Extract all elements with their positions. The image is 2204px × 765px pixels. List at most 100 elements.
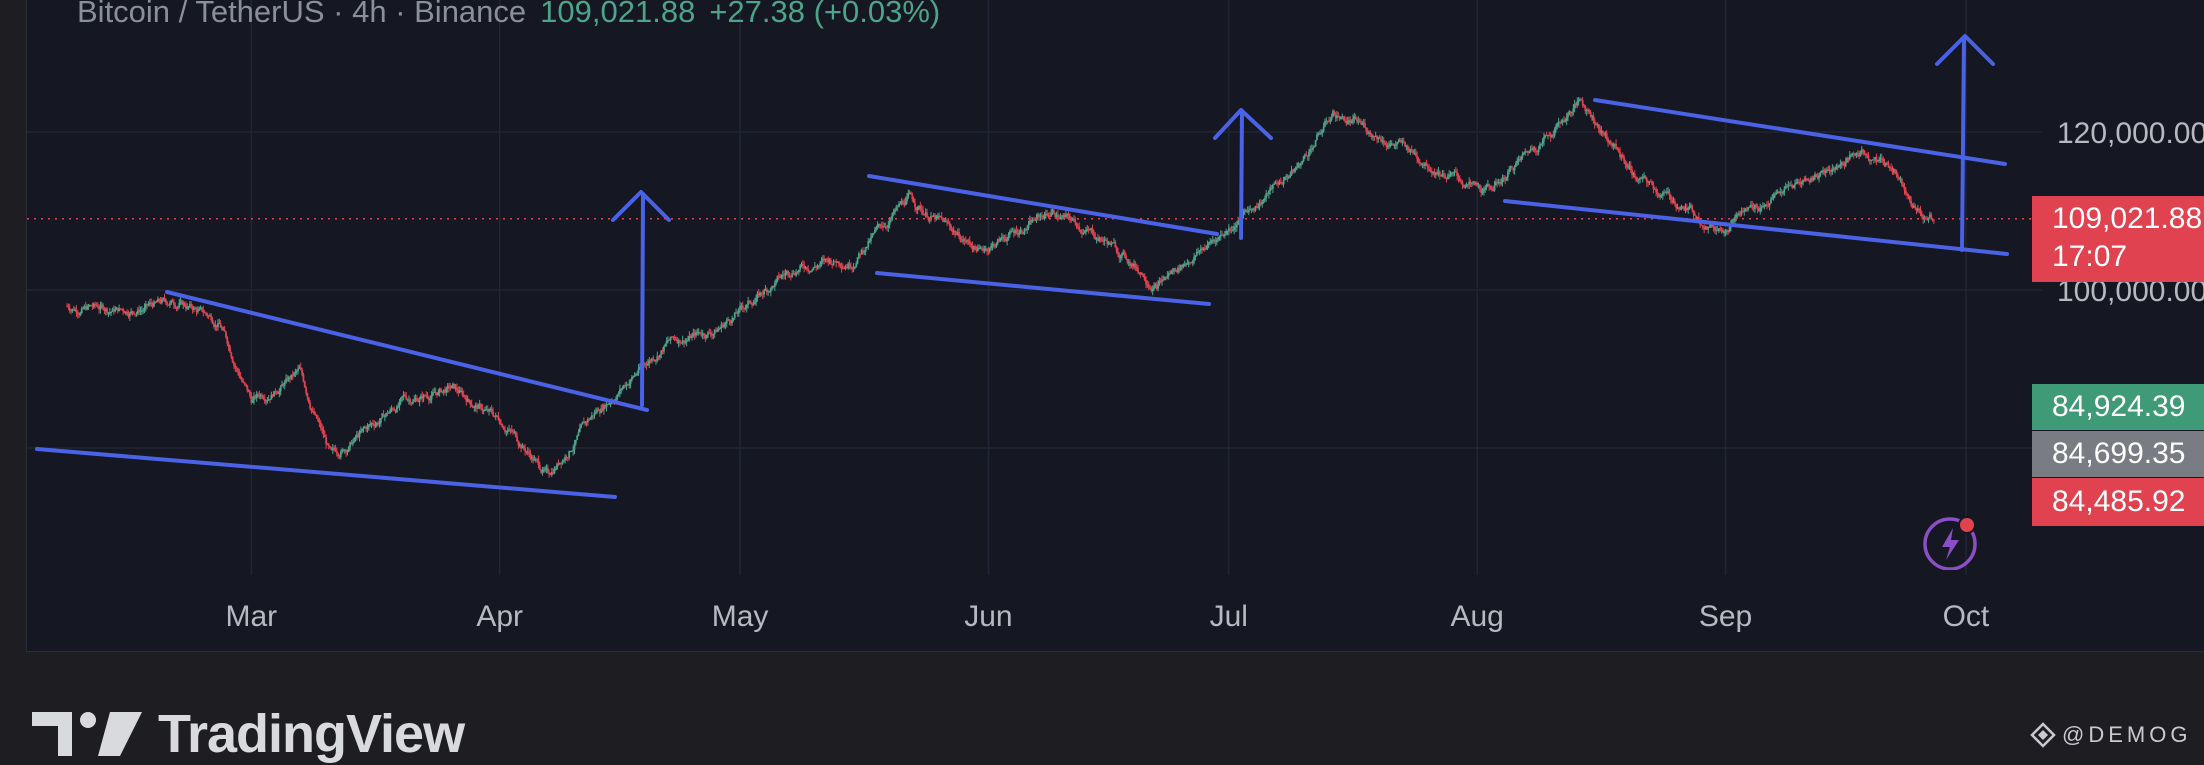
candle-body [198,308,201,311]
candle-body [374,425,377,427]
candle-body [1872,159,1875,161]
candle-body [1462,184,1465,188]
candle-body [1050,213,1053,217]
candle-body [189,303,191,307]
candle-body [1527,151,1529,153]
breakout-arrow-1-shaft[interactable] [640,192,645,407]
candle-body [1428,168,1431,170]
candle-body [1308,151,1310,157]
candle-body [1022,231,1025,235]
candle-body [1349,120,1352,123]
chart-panel[interactable]: Mar Apr May Jun Jul Aug Sep Oct 120,000.00 100,0… [26,0,2204,652]
candle-body [1786,186,1788,188]
candle-body [1553,129,1556,136]
candle-body [1293,169,1296,172]
breakout-arrow-3-shaft[interactable] [1960,36,1966,252]
candle-body [261,394,263,398]
candle-body [1708,226,1711,228]
candle-body [255,394,258,398]
candle-body [720,324,723,329]
candle-body [187,306,190,308]
lightning-icon[interactable] [1922,514,1978,570]
candle-body [1289,175,1292,177]
candle-body [154,301,157,303]
candle-body [1093,232,1095,237]
candle-body [1504,179,1507,181]
breakout-arrow-2-head[interactable] [1213,108,1273,140]
candle-body [1153,286,1155,289]
flag2-lower-trendline[interactable] [875,271,1211,306]
candle-body [468,399,470,401]
candle-body [227,343,230,347]
candle-body [1572,108,1575,113]
candle-body [1171,271,1174,273]
candle-body [876,224,879,228]
candle-body [1740,211,1743,215]
candle-body [635,374,637,376]
candle-body [912,199,915,203]
candle-body [689,335,692,338]
tradingview-logo[interactable]: TradingView [32,704,465,764]
candle-body [1794,183,1796,186]
candle-body [1412,150,1414,154]
candle-body [1788,185,1791,187]
wedge1-lower-trendline[interactable] [35,447,617,499]
candle-body [1568,111,1571,114]
candle-body [214,324,217,327]
candle-body [839,263,842,266]
candle-body [707,332,709,335]
candle-body [1444,175,1447,179]
candle-body [1430,171,1433,174]
candle-body [203,312,206,314]
candle-body [1123,251,1126,256]
candle-body [1591,115,1593,117]
candle-body [1082,233,1085,235]
candle-body [1746,208,1748,210]
candle-body [860,250,863,255]
candle-body [577,432,580,436]
candle-body [1579,99,1581,101]
candle-body [285,378,287,383]
candle-body [381,413,384,419]
breakout-arrow-1-head[interactable] [611,190,671,222]
candle-body [840,265,843,268]
candle-body [322,430,325,435]
wedge1-upper-trendline[interactable] [165,290,649,412]
price-chart[interactable]: Mar Apr May Jun Jul Aug Sep Oct 120,000.00100,0… [27,0,2204,652]
candle-body [697,331,700,333]
candle-body [1306,155,1309,157]
candle-body [1111,242,1114,244]
candle-body [465,397,468,402]
candle-body [279,386,282,392]
candle-body [1342,116,1345,121]
candle-body [144,303,147,308]
candle-body [1742,211,1744,213]
candle-body [719,328,721,330]
candle-body [681,340,684,344]
candle-body [982,248,985,251]
candle-body [943,221,946,223]
candle-body [795,272,798,276]
candle-body [1452,172,1455,174]
candle-body [116,307,119,311]
flag2-upper-trendline[interactable] [867,174,1219,236]
candle-body [808,270,811,272]
candle-body [922,210,924,215]
candle-body [299,367,302,370]
channel3-lower-trendline[interactable] [1503,199,2009,256]
breakout-arrow-2-shaft[interactable] [1239,110,1244,240]
candle-body [1201,248,1204,250]
candle-body [1233,226,1236,230]
candle-body [470,404,473,407]
candle-body [1792,185,1795,188]
candle-body [1142,273,1145,277]
channel3-upper-trendline[interactable] [1593,98,2007,166]
candle-body [836,261,839,263]
candle-body [1914,205,1917,208]
candle-body [633,374,636,377]
breakout-arrow-3-head[interactable] [1935,34,1995,66]
candle-body [466,399,469,402]
candle-body [1725,230,1728,232]
candle-body [1070,219,1073,221]
candle-body [1146,283,1149,286]
